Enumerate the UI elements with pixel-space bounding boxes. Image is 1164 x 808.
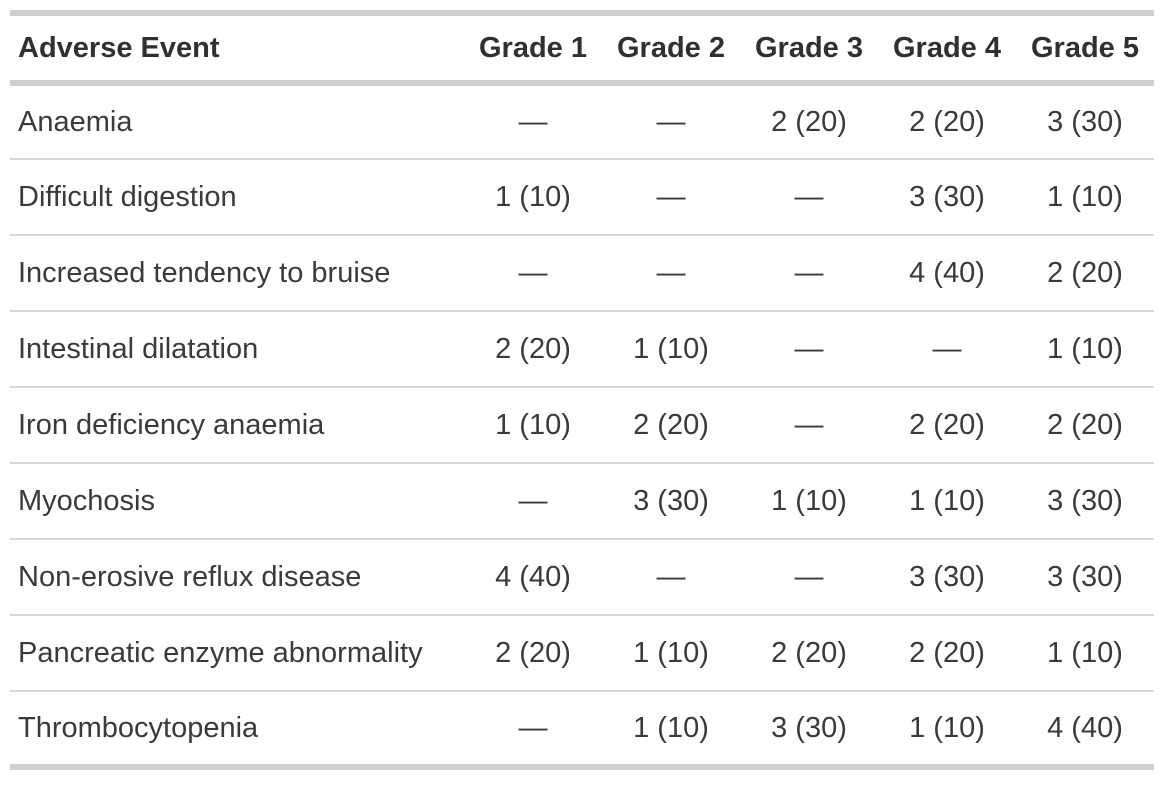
grade-2-cell: — — [602, 158, 740, 235]
grade-5-cell: 1 (10) — [1016, 614, 1154, 691]
grade-4-cell: 2 (20) — [878, 386, 1016, 463]
table-row: Thrombocytopenia —1 (10) 3 (30) 1 (10) 4 (40… — [10, 690, 1154, 767]
grade-5-cell: 4 (40) — [1016, 690, 1154, 767]
event-cell: Pancreatic enzyme abnormality — [10, 614, 464, 691]
event-cell: Myochosis — [10, 462, 464, 539]
grade-1-cell: — — [464, 690, 602, 767]
grade-1-cell: 1 (10) — [464, 386, 602, 463]
column-header-adverse-event: Adverse Event — [10, 13, 464, 86]
grade-2-cell: — — [656, 105, 686, 138]
header-row: Adverse Event Grade 1 Grade 2 Grade 3 Gr… — [10, 13, 1154, 86]
grade-3-cell: — — [740, 158, 878, 235]
grade-2-cell: 1 (10) — [602, 310, 740, 387]
grade-2-cell: 1 (10) — [602, 690, 740, 767]
grade-3-cell: — — [740, 386, 878, 463]
grade-3-cell: 3 (30) — [740, 690, 878, 767]
grade-2-cell: 1 (10) — [602, 614, 740, 691]
grade-2-cell: 2 (20) — [602, 386, 740, 463]
grade-2-cell: — — [602, 234, 740, 311]
grade-5-cell: 1 (10) — [1016, 158, 1154, 235]
grade-3-cell: 2 (20) — [740, 614, 878, 691]
table-row: Anaemia — — 2 (20) 2 (20) 3 (30) — [10, 83, 1154, 159]
grade-1-cell: 2 (20) — [464, 310, 602, 387]
column-header-grade-4: Grade 4 — [878, 13, 1016, 86]
event-cell: Thrombocytopenia — [10, 690, 464, 767]
grade-4-cell: 2 (20) — [878, 614, 1016, 691]
column-header-grade-3: Grade 3 — [740, 13, 878, 86]
grade-3-cell: — — [740, 234, 878, 311]
grade-2-cell: — — [602, 538, 740, 615]
event-cell: Anaemia — [18, 105, 133, 138]
table-row: Iron deficiency anaemia 1 (10) 2 (20) —2 (2… — [10, 386, 1154, 463]
grade-5-cell: 2 (20) — [1016, 386, 1154, 463]
grade-3-cell: 2 (20) — [771, 105, 847, 138]
table-row: Myochosis —3 (30) 1 (10) 1 (10) 3 (30) — [10, 462, 1154, 539]
table-row: Pancreatic enzyme abnormality 2 (20) 1 (10… — [10, 614, 1154, 691]
grade-3-cell: — — [740, 538, 878, 615]
grade-1-cell: — — [464, 234, 602, 311]
grade-1-cell: — — [518, 105, 548, 138]
event-cell: Iron deficiency anaemia — [10, 386, 464, 463]
grade-1-cell: 2 (20) — [464, 614, 602, 691]
event-cell: Non-erosive reflux disease — [10, 538, 464, 615]
grade-3-cell: — — [740, 310, 878, 387]
grade-2-cell: 3 (30) — [602, 462, 740, 539]
grade-4-cell: 3 (30) — [878, 158, 1016, 235]
grade-5-cell: 3 (30) — [1016, 538, 1154, 615]
grade-5-cell: 2 (20) — [1016, 234, 1154, 311]
adverse-events-table: Adverse Event Grade 1 Grade 2 Grade 3 Gr… — [10, 10, 1154, 770]
event-cell: Intestinal dilatation — [10, 310, 464, 387]
table-row: Non-erosive reflux disease 4 (40) — —3 (30)… — [10, 538, 1154, 615]
grade-4-cell: 1 (10) — [878, 462, 1016, 539]
grade-4-cell: 1 (10) — [878, 690, 1016, 767]
grade-1-cell: 4 (40) — [464, 538, 602, 615]
event-cell: Increased tendency to bruise — [10, 234, 464, 311]
grade-4-cell: 3 (30) — [878, 538, 1016, 615]
grade-4-cell: — — [878, 310, 1016, 387]
grade-5-cell: 3 (30) — [1047, 105, 1123, 138]
grade-4-cell: 4 (40) — [878, 234, 1016, 311]
table-row: Difficult digestion 1 (10) — —3 (30) 1 (10) — [10, 158, 1154, 235]
table-row: Increased tendency to bruise — — —4 (40) 2 (… — [10, 234, 1154, 311]
grade-5-cell: 3 (30) — [1016, 462, 1154, 539]
column-header-grade-5: Grade 5 — [1016, 13, 1154, 86]
grade-4-cell: 2 (20) — [909, 105, 985, 138]
column-header-grade-2: Grade 2 — [602, 13, 740, 86]
grade-3-cell: 1 (10) — [740, 462, 878, 539]
column-header-grade-1: Grade 1 — [464, 13, 602, 86]
grade-1-cell: 1 (10) — [464, 158, 602, 235]
grade-5-cell: 1 (10) — [1016, 310, 1154, 387]
grade-1-cell: — — [464, 462, 602, 539]
event-cell: Difficult digestion — [10, 158, 464, 235]
table-body: Anaemia — —2 (20) 2 (20) 3 (30) Difficult dig… — [10, 83, 1154, 767]
table-row: Intestinal dilatation 2 (20) 1 (10) — —1 (10… — [10, 310, 1154, 387]
